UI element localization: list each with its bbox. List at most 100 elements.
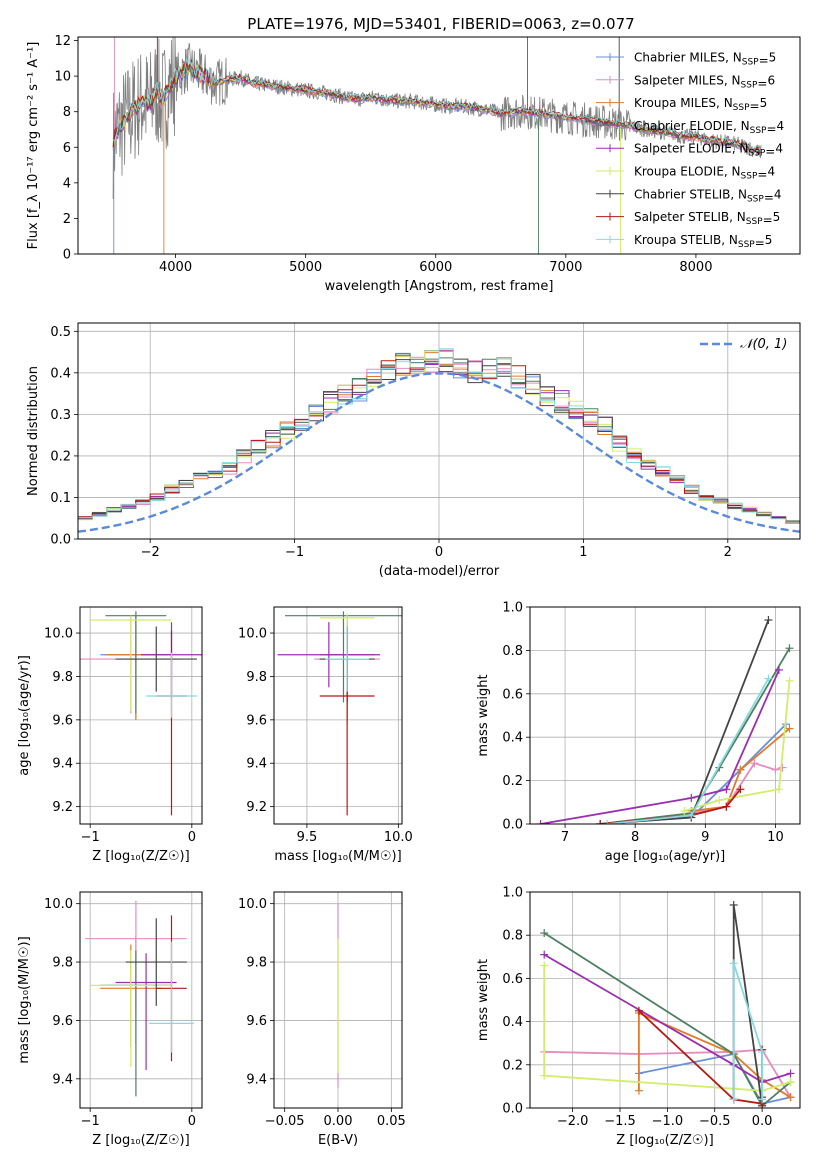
legend-name: Chabrier STELIB, bbox=[634, 187, 738, 201]
legend-n-value: 5 bbox=[773, 210, 781, 224]
x-tick-label: 7000 bbox=[549, 260, 582, 275]
y-tick-label: 0.8 bbox=[502, 929, 523, 944]
weight-series-8 bbox=[732, 963, 763, 1100]
legend-eq: = bbox=[763, 213, 773, 227]
x-axis-label: E(B-V) bbox=[318, 1133, 358, 1148]
legend-n-subscript: SSP bbox=[733, 103, 750, 113]
legend-eq: = bbox=[757, 168, 767, 182]
panel-3-axes bbox=[274, 607, 402, 824]
x-tick-label: 0.0 bbox=[752, 1114, 773, 1129]
legend-name: Chabrier ELODIE, bbox=[634, 119, 741, 133]
legend-eq: = bbox=[765, 145, 775, 159]
y-tick-label: 9.4 bbox=[52, 1072, 73, 1087]
spectrum-title: PLATE=1976, MJD=53401, FIBERID=0063, z=0… bbox=[247, 15, 634, 33]
x-tick-label: 10 bbox=[767, 830, 784, 845]
y-axis-label: mass [log₁₀(M/M☉)] bbox=[17, 936, 32, 1063]
y-tick-label: 1.0 bbox=[502, 886, 523, 901]
x-tick-label: 0.05 bbox=[377, 1114, 406, 1129]
legend-entry: Chabrier MILES, NSSP=5 bbox=[634, 51, 776, 68]
x-tick-label: 9.5 bbox=[297, 830, 318, 845]
x-axis-label: age [log₁₀(age/yr)] bbox=[605, 849, 726, 864]
x-tick-label: −0.5 bbox=[699, 1114, 731, 1129]
legend-n-value: 5 bbox=[760, 96, 768, 110]
y-tick-label: 0.2 bbox=[502, 1058, 523, 1073]
legend-n-label: N bbox=[737, 210, 746, 224]
panel-4-ticks: 7 8 9 10 0.0 0.2 0.4 0.6 0.8 1.0 bbox=[502, 601, 801, 845]
normal-legend-label: 𝒩(0, 1) bbox=[740, 337, 787, 352]
axes-frame bbox=[529, 606, 801, 825]
legend-n-value: 5 bbox=[765, 233, 773, 247]
x-axis-label: Z [log₁₀(Z/Z☉)] bbox=[92, 849, 189, 864]
legend-n-subscript: SSP bbox=[746, 217, 763, 227]
x-tick-label: 0.00 bbox=[324, 1114, 353, 1129]
legend-eq: = bbox=[759, 54, 769, 68]
legend-entry: Kroupa ELODIE, NSSP=4 bbox=[634, 165, 775, 182]
legend-n-value: 5 bbox=[769, 51, 777, 65]
axes-frame bbox=[273, 891, 403, 1109]
spectrum-plot-area bbox=[112, 37, 762, 254]
legend-n-label: N bbox=[741, 119, 750, 133]
x-axis-label: Z [log₁₀(Z/Z☉)] bbox=[616, 1133, 713, 1148]
x-tick-label: 0 bbox=[435, 545, 443, 560]
y-tick-label: 9.6 bbox=[52, 1014, 73, 1029]
legend-name: Salpeter MILES, bbox=[634, 73, 732, 87]
x-axis-label: mass [log₁₀(M/M☉)] bbox=[274, 849, 401, 864]
normal-curve-line bbox=[78, 372, 800, 533]
y-tick-label: 1.0 bbox=[502, 601, 523, 616]
observed-spectrum-line bbox=[112, 37, 762, 199]
legend-name: Salpeter ELODIE, bbox=[634, 142, 739, 156]
y-tick-label: 0.1 bbox=[50, 491, 71, 506]
errorbar-plot-area-2 bbox=[80, 611, 202, 816]
y-tick-label: 8 bbox=[63, 105, 71, 120]
x-tick-label: 8000 bbox=[679, 260, 712, 275]
panel-5-ticks: −1 0 9.4 9.6 9.8 10.0 bbox=[44, 891, 203, 1129]
legend-n-subscript: SSP bbox=[741, 80, 758, 90]
y-tick-label: 0.8 bbox=[502, 644, 523, 659]
legend-n-label: N bbox=[738, 187, 747, 201]
panel-6-ticks: −0.05 0.00 0.05 9.4 9.6 9.8 10.0 bbox=[238, 891, 406, 1129]
x-tick-label: 7 bbox=[561, 830, 569, 845]
y-tick-label: 0.6 bbox=[502, 687, 523, 702]
histogram-series-8 bbox=[78, 348, 800, 526]
axes-frame bbox=[273, 606, 403, 825]
weight-plot-area-7 bbox=[540, 900, 795, 1108]
axes-frame bbox=[77, 36, 801, 255]
weight-series-5 bbox=[543, 965, 791, 1092]
y-tick-label: 9.8 bbox=[246, 956, 267, 971]
x-tick-label: 9 bbox=[701, 830, 709, 845]
legend-entry: Kroupa STELIB, NSSP=5 bbox=[634, 233, 772, 250]
legend-n-label: N bbox=[739, 142, 748, 156]
legend-n-subscript: SSP bbox=[750, 126, 767, 136]
legend-n-label: N bbox=[733, 51, 742, 65]
panel-0-ticks: 4000 5000 6000 7000 8000 0 2 4 6 8 10 12 bbox=[54, 34, 801, 275]
weight-series-3 bbox=[543, 932, 792, 1108]
x-tick-label: −1 bbox=[285, 545, 304, 560]
y-axis-label: age [log₁₀(age/yr)] bbox=[17, 655, 32, 776]
y-tick-label: 0.4 bbox=[502, 731, 523, 746]
errorbar-plot-area-3 bbox=[277, 611, 402, 816]
y-tick-label: 10.0 bbox=[238, 897, 267, 912]
legend-entry: Salpeter ELODIE, NSSP=4 bbox=[634, 142, 783, 159]
panel-2-axes bbox=[80, 607, 202, 824]
panel-3-ticks: 9.5 10.0 9.2 9.4 9.6 9.8 10.0 bbox=[238, 606, 413, 845]
y-tick-label: 0.4 bbox=[502, 1015, 523, 1030]
legend-entry: Chabrier STELIB, NSSP=4 bbox=[634, 187, 782, 204]
y-tick-label: 0.3 bbox=[50, 408, 71, 423]
x-tick-label: −1 bbox=[81, 830, 100, 845]
x-tick-label: −0.05 bbox=[265, 1114, 305, 1129]
legend-n-label: N bbox=[729, 233, 738, 247]
weight-series-5 bbox=[684, 680, 791, 812]
y-axis-label: Normed distribution bbox=[26, 366, 41, 496]
legend-n-value: 4 bbox=[774, 187, 782, 201]
y-tick-label: 9.6 bbox=[52, 713, 73, 728]
legend-name: Kroupa ELODIE, bbox=[634, 165, 732, 179]
y-tick-label: 10.0 bbox=[238, 627, 267, 642]
y-tick-label: 0 bbox=[63, 248, 71, 263]
x-tick-label: 0 bbox=[188, 830, 196, 845]
y-tick-label: 12 bbox=[54, 34, 71, 49]
legend-n-subscript: SSP bbox=[748, 149, 765, 159]
x-tick-label: 0 bbox=[188, 1114, 196, 1129]
x-tick-label: 1 bbox=[579, 545, 587, 560]
